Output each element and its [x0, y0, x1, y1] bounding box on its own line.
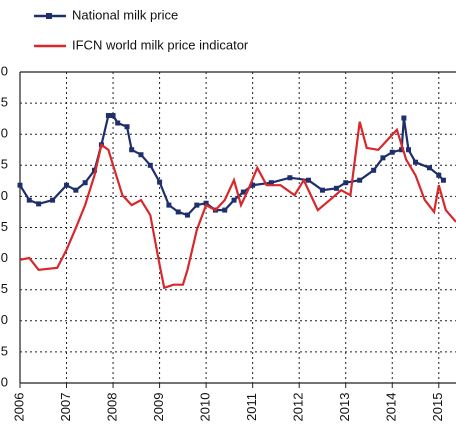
marker	[17, 182, 23, 188]
marker	[115, 120, 121, 126]
marker	[343, 180, 349, 186]
y-tick-label: 0	[1, 250, 8, 265]
marker	[240, 189, 246, 195]
legend-label: IFCN world milk price indicator	[72, 37, 249, 52]
marker	[91, 167, 97, 173]
marker	[440, 177, 446, 183]
y-tick-label: 5	[1, 343, 8, 358]
marker	[413, 159, 419, 165]
x-tick-label: 2013	[337, 393, 352, 422]
marker	[357, 177, 363, 183]
marker	[147, 162, 153, 168]
marker	[166, 202, 172, 208]
x-tick-label: 2007	[58, 393, 73, 422]
marker	[436, 172, 442, 178]
x-tick-label: 2008	[105, 393, 120, 422]
x-tick-label: 2015	[430, 393, 445, 422]
y-tick-label: 0	[1, 126, 8, 141]
marker	[105, 113, 111, 119]
y-tick-label: 0	[1, 188, 8, 203]
y-tick-label: 0	[1, 63, 8, 78]
marker	[36, 201, 42, 207]
marker	[64, 182, 70, 188]
marker	[389, 149, 395, 155]
y-tick-label: 5	[1, 281, 8, 296]
marker	[175, 209, 181, 215]
x-tick-label: 2014	[384, 393, 399, 422]
legend-label: National milk price	[72, 7, 178, 22]
y-tick-label: 0	[1, 374, 8, 389]
marker	[399, 147, 405, 153]
marker	[157, 179, 163, 185]
series-line	[19, 121, 456, 290]
marker	[124, 124, 130, 130]
marker	[129, 147, 135, 153]
marker	[203, 200, 209, 206]
marker	[73, 187, 79, 193]
marker	[380, 155, 386, 161]
marker	[26, 197, 32, 203]
marker	[231, 197, 237, 203]
marker	[185, 212, 191, 218]
y-tick-label: 0	[1, 312, 8, 327]
marker	[138, 152, 144, 158]
marker	[222, 207, 228, 213]
x-tick-label: 2006	[11, 393, 26, 422]
marker	[333, 185, 339, 191]
legend-marker	[46, 13, 52, 19]
marker	[319, 187, 325, 193]
y-tick-label: 5	[1, 95, 8, 110]
marker	[250, 182, 256, 188]
marker	[194, 202, 200, 208]
x-tick-label: 2011	[244, 393, 259, 421]
marker	[401, 115, 407, 121]
marker	[110, 113, 116, 119]
marker	[268, 180, 274, 186]
marker	[305, 177, 311, 183]
marker	[82, 180, 88, 186]
x-tick-label: 2012	[291, 393, 306, 422]
marker	[371, 167, 377, 173]
x-tick-label: 2009	[151, 393, 166, 422]
y-tick-label: 5	[1, 219, 8, 234]
marker	[50, 197, 56, 203]
marker	[287, 175, 293, 181]
marker	[406, 147, 412, 153]
y-tick-label: 5	[1, 157, 8, 172]
x-tick-label: 2010	[198, 393, 213, 422]
marker	[426, 165, 432, 171]
